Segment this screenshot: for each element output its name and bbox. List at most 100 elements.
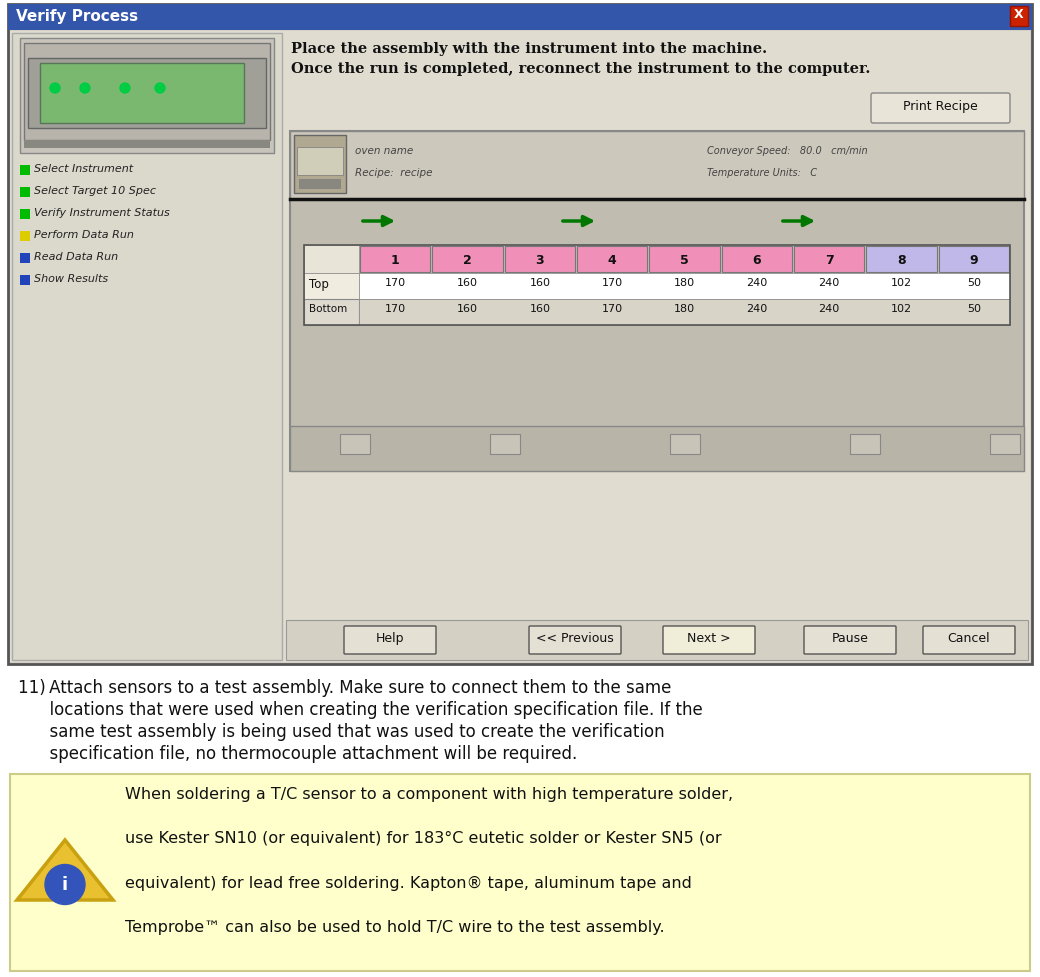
- Text: 240: 240: [747, 304, 768, 314]
- Text: 8: 8: [898, 254, 906, 267]
- FancyBboxPatch shape: [490, 435, 520, 454]
- Text: 240: 240: [818, 304, 839, 314]
- Text: Recipe:  recipe: Recipe: recipe: [355, 168, 433, 178]
- Text: 2: 2: [463, 254, 472, 267]
- Text: Perform Data Run: Perform Data Run: [34, 230, 134, 239]
- Text: 170: 170: [385, 277, 406, 287]
- FancyBboxPatch shape: [804, 626, 896, 655]
- Text: 9: 9: [969, 254, 979, 267]
- Text: Next >: Next >: [687, 631, 731, 645]
- Text: Verify Process: Verify Process: [16, 9, 138, 24]
- FancyBboxPatch shape: [664, 626, 755, 655]
- FancyBboxPatch shape: [286, 620, 1028, 660]
- FancyBboxPatch shape: [340, 435, 370, 454]
- FancyBboxPatch shape: [504, 247, 575, 273]
- FancyBboxPatch shape: [670, 435, 700, 454]
- FancyBboxPatch shape: [304, 300, 359, 325]
- Text: When soldering a T/C sensor to a component with high temperature solder,: When soldering a T/C sensor to a compone…: [125, 786, 733, 801]
- FancyBboxPatch shape: [939, 247, 1009, 273]
- Text: << Previous: << Previous: [537, 631, 614, 645]
- FancyBboxPatch shape: [290, 132, 1024, 472]
- FancyBboxPatch shape: [360, 247, 431, 273]
- FancyBboxPatch shape: [20, 254, 30, 264]
- FancyBboxPatch shape: [20, 232, 30, 241]
- Text: Temprobe™ can also be used to hold T/C wire to the test assembly.: Temprobe™ can also be used to hold T/C w…: [125, 918, 665, 934]
- Text: 50: 50: [967, 304, 981, 314]
- Text: Bottom: Bottom: [309, 304, 347, 314]
- FancyBboxPatch shape: [8, 5, 1032, 664]
- FancyBboxPatch shape: [649, 247, 720, 273]
- FancyBboxPatch shape: [344, 626, 436, 655]
- FancyBboxPatch shape: [290, 427, 1024, 472]
- Text: Select Target 10 Spec: Select Target 10 Spec: [34, 186, 156, 195]
- Text: Help: Help: [375, 631, 405, 645]
- FancyBboxPatch shape: [866, 247, 937, 273]
- Circle shape: [80, 84, 90, 94]
- Text: Read Data Run: Read Data Run: [34, 252, 119, 262]
- Text: 160: 160: [529, 277, 550, 287]
- Text: Place the assembly with the instrument into the machine.: Place the assembly with the instrument i…: [291, 42, 768, 56]
- Circle shape: [50, 84, 60, 94]
- FancyBboxPatch shape: [20, 39, 274, 153]
- FancyBboxPatch shape: [28, 59, 266, 129]
- FancyBboxPatch shape: [722, 247, 792, 273]
- Text: 50: 50: [967, 277, 981, 287]
- Text: 3: 3: [536, 254, 544, 267]
- FancyBboxPatch shape: [20, 276, 30, 285]
- FancyBboxPatch shape: [24, 44, 270, 141]
- FancyBboxPatch shape: [12, 34, 282, 660]
- Text: Cancel: Cancel: [947, 631, 990, 645]
- FancyBboxPatch shape: [294, 136, 346, 193]
- FancyBboxPatch shape: [8, 5, 1032, 31]
- Text: equivalent) for lead free soldering. Kapton® tape, aluminum tape and: equivalent) for lead free soldering. Kap…: [125, 874, 692, 890]
- FancyBboxPatch shape: [304, 274, 359, 300]
- Text: 102: 102: [891, 304, 912, 314]
- FancyBboxPatch shape: [577, 247, 647, 273]
- Text: same test assembly is being used that was used to create the verification: same test assembly is being used that wa…: [18, 722, 665, 741]
- FancyBboxPatch shape: [300, 180, 341, 190]
- FancyBboxPatch shape: [359, 300, 1010, 325]
- Text: i: i: [62, 875, 68, 894]
- Text: locations that were used when creating the verification specification file. If t: locations that were used when creating t…: [18, 701, 703, 718]
- FancyBboxPatch shape: [924, 626, 1015, 655]
- FancyBboxPatch shape: [290, 132, 1024, 199]
- Text: Temperature Units:   C: Temperature Units: C: [707, 168, 817, 178]
- Text: specification file, no thermocouple attachment will be required.: specification file, no thermocouple atta…: [18, 744, 577, 762]
- FancyBboxPatch shape: [529, 626, 621, 655]
- FancyBboxPatch shape: [990, 435, 1020, 454]
- Text: Top: Top: [309, 277, 329, 291]
- Circle shape: [45, 865, 85, 905]
- Text: 240: 240: [818, 277, 839, 287]
- FancyBboxPatch shape: [1010, 7, 1028, 27]
- Text: 160: 160: [457, 277, 478, 287]
- Text: Select Instrument: Select Instrument: [34, 164, 133, 174]
- Polygon shape: [17, 840, 113, 900]
- Circle shape: [155, 84, 165, 94]
- Text: 170: 170: [385, 304, 406, 314]
- Text: 5: 5: [680, 254, 688, 267]
- FancyBboxPatch shape: [794, 247, 864, 273]
- Text: 170: 170: [601, 304, 623, 314]
- FancyBboxPatch shape: [20, 188, 30, 197]
- Text: Show Results: Show Results: [34, 274, 108, 283]
- FancyBboxPatch shape: [850, 435, 880, 454]
- FancyBboxPatch shape: [872, 94, 1010, 124]
- Text: Verify Instrument Status: Verify Instrument Status: [34, 208, 170, 218]
- Text: Pause: Pause: [832, 631, 868, 645]
- Text: 180: 180: [674, 277, 695, 287]
- FancyBboxPatch shape: [40, 64, 244, 124]
- FancyBboxPatch shape: [304, 246, 359, 274]
- Text: 160: 160: [529, 304, 550, 314]
- Text: 7: 7: [825, 254, 833, 267]
- Text: 6: 6: [753, 254, 761, 267]
- Circle shape: [120, 84, 130, 94]
- Text: 1: 1: [391, 254, 399, 267]
- FancyBboxPatch shape: [359, 274, 1010, 300]
- Text: oven name: oven name: [355, 146, 413, 156]
- Text: 4: 4: [607, 254, 617, 267]
- FancyBboxPatch shape: [20, 166, 30, 176]
- FancyBboxPatch shape: [433, 247, 502, 273]
- Text: Print Recipe: Print Recipe: [903, 100, 978, 113]
- FancyBboxPatch shape: [10, 774, 1030, 971]
- Text: 240: 240: [747, 277, 768, 287]
